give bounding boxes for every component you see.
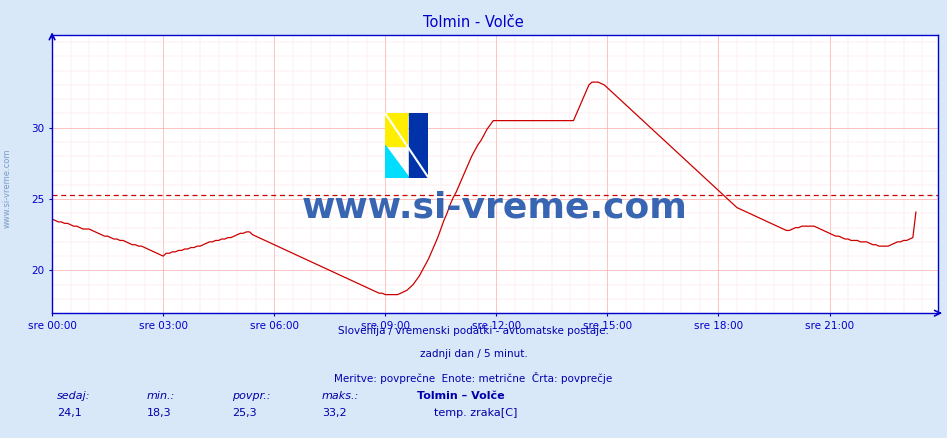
Text: Tolmin - Volče: Tolmin - Volče [423, 15, 524, 30]
Polygon shape [409, 113, 428, 178]
Polygon shape [385, 145, 409, 178]
Text: temp. zraka[C]: temp. zraka[C] [434, 408, 517, 418]
Text: min.:: min.: [147, 391, 175, 401]
Text: www.si-vreme.com: www.si-vreme.com [302, 191, 688, 225]
Text: www.si-vreme.com: www.si-vreme.com [3, 148, 12, 228]
Polygon shape [385, 113, 407, 145]
Text: Slovenija / vremenski podatki - avtomatske postaje.: Slovenija / vremenski podatki - avtomats… [338, 326, 609, 336]
Text: povpr.:: povpr.: [232, 391, 271, 401]
Text: 18,3: 18,3 [147, 408, 171, 418]
Text: maks.:: maks.: [322, 391, 359, 401]
Text: Meritve: povprečne  Enote: metrične  Črta: povprečje: Meritve: povprečne Enote: metrične Črta:… [334, 372, 613, 384]
Text: 33,2: 33,2 [322, 408, 347, 418]
Text: Tolmin – Volče: Tolmin – Volče [417, 391, 505, 401]
Text: sedaj:: sedaj: [57, 391, 90, 401]
Polygon shape [385, 113, 409, 145]
Text: 24,1: 24,1 [57, 408, 81, 418]
Text: zadnji dan / 5 minut.: zadnji dan / 5 minut. [420, 349, 527, 359]
Text: 25,3: 25,3 [232, 408, 257, 418]
